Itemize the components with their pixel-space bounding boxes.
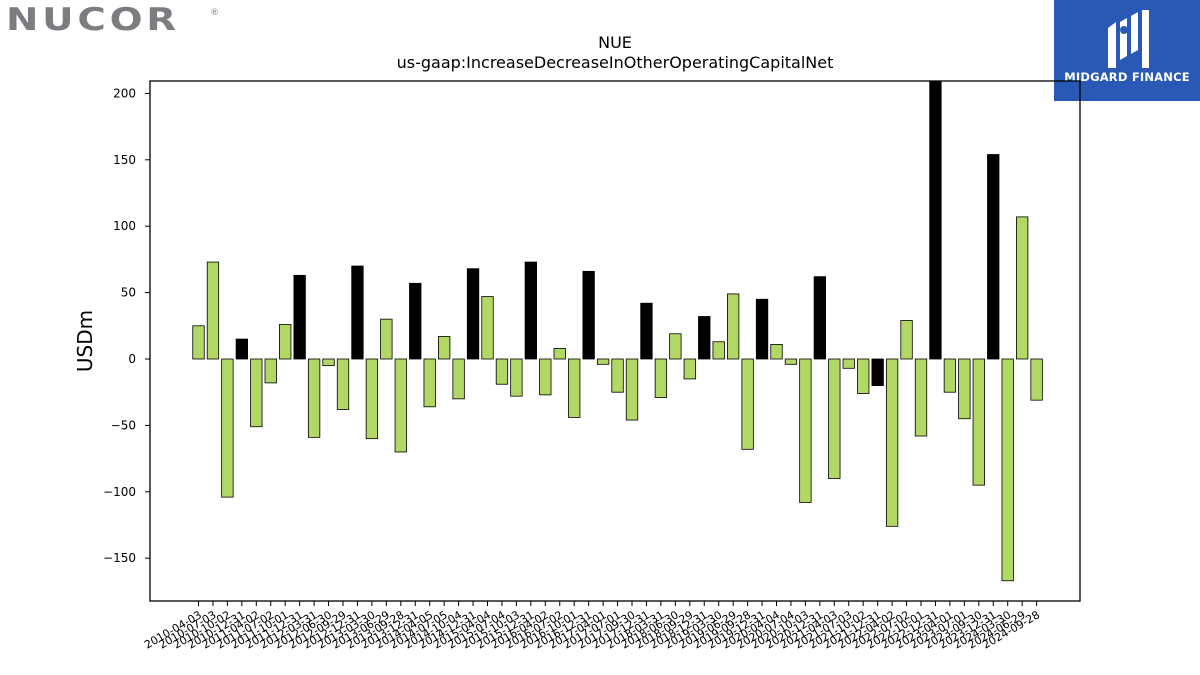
midgard-emblem-icon [1108, 10, 1149, 68]
y-tick-label: 50 [121, 286, 136, 300]
bar-2014-12-31 [466, 268, 480, 360]
y-tick-label: 200 [113, 86, 136, 100]
bar-2022-04-02 [885, 358, 899, 527]
bar-2017-09-30 [625, 358, 639, 421]
bar-2011-04-02 [250, 358, 263, 428]
y-tick-label: −100 [103, 485, 136, 499]
bar-2023-12-31 [987, 154, 1000, 360]
bar-2024-09-28 [1030, 358, 1043, 401]
chart-title: NUE [598, 33, 632, 52]
bar-2022-07-02 [900, 320, 913, 360]
bars-group [192, 80, 1043, 582]
bar-2023-04-01 [943, 358, 957, 393]
midgard-finance-logo: MIDGARD FINANCE [1054, 0, 1200, 101]
y-axis-label: USDm [73, 310, 97, 372]
bar-2018-03-31 [654, 358, 668, 398]
nucor-logo: NUCOR ® [6, 2, 219, 38]
y-axis-ticks: −150 −100 −50 0 50 100 150 200 [103, 86, 150, 565]
bar-2010-10-02 [221, 358, 234, 498]
bar-2020-12-31 [813, 276, 826, 360]
bar-2012-12-31 [351, 265, 364, 360]
bar-2014-10-04 [452, 358, 465, 400]
bar-2011-10-01 [279, 324, 292, 360]
y-tick-label: −50 [111, 418, 136, 432]
bar-2013-09-28 [394, 358, 407, 453]
bar-2014-04-05 [423, 358, 436, 408]
bar-2018-06-30 [669, 333, 682, 360]
bar-2015-12-31 [524, 261, 537, 360]
registered-mark: ® [210, 8, 219, 18]
bar-2016-10-01 [568, 358, 581, 418]
bar-2017-07-01 [611, 358, 624, 393]
bar-2018-12-31 [698, 316, 711, 360]
bar-2017-04-01 [596, 358, 610, 365]
bar-2013-03-30 [365, 358, 379, 440]
bar-2019-12-31 [755, 298, 769, 360]
y-tick-label: 100 [113, 219, 136, 233]
bar-2010-12-31 [235, 338, 249, 360]
bar-2016-04-02 [539, 358, 552, 396]
bar-2011-07-02 [264, 358, 277, 384]
bar-2013-12-31 [409, 282, 422, 360]
y-tick-label: 150 [113, 153, 136, 167]
y-tick-label: 0 [128, 352, 136, 366]
bar-2023-09-30 [972, 358, 985, 486]
bar-2024-06-29 [1016, 216, 1029, 360]
bar-2016-07-02 [553, 347, 566, 360]
bar-2022-10-01 [914, 358, 928, 437]
bar-2016-12-31 [582, 270, 595, 360]
bar-2010-07-03 [206, 261, 220, 360]
bar-2012-06-30 [322, 358, 335, 367]
bar-2019-09-28 [741, 358, 754, 450]
bar-2021-07-03 [842, 358, 855, 369]
bar-2020-04-04 [770, 343, 783, 360]
bar-2018-09-29 [683, 358, 696, 380]
bar-2021-10-02 [857, 358, 870, 394]
bar-2021-12-31 [871, 358, 884, 386]
bar-2014-07-05 [437, 336, 451, 360]
y-tick-label: −150 [103, 551, 136, 565]
bar-2017-12-31 [640, 302, 653, 360]
bar-2020-10-03 [799, 358, 812, 503]
bar-2010-04-03 [192, 325, 205, 360]
bar-2015-10-03 [510, 358, 523, 397]
bar-2013-06-29 [380, 318, 393, 360]
bar-2021-04-03 [828, 358, 841, 479]
bar-2015-04-04 [481, 296, 494, 360]
bar-2012-03-31 [307, 358, 321, 438]
bar-2012-09-29 [336, 358, 350, 410]
bar-2024-03-30 [1001, 358, 1014, 582]
x-axis-ticks: 2010-04-032010-07-032010-10-022010-12-31… [142, 601, 1042, 652]
bar-2015-07-04 [495, 358, 509, 385]
bar-2011-12-31 [293, 274, 306, 360]
bar-2020-07-04 [784, 358, 798, 365]
bar-2023-07-01 [958, 358, 971, 420]
nucor-logo-text: NUCOR [6, 2, 180, 38]
plot-frame [149, 80, 1081, 602]
bar-2019-06-29 [727, 293, 740, 360]
chart-subtitle: us-gaap:IncreaseDecreaseInOtherOperating… [397, 53, 834, 72]
bar-2022-12-31 [929, 80, 942, 360]
bar-2019-03-30 [712, 341, 725, 360]
midgard-logo-text: MIDGARD FINANCE [1064, 70, 1190, 84]
